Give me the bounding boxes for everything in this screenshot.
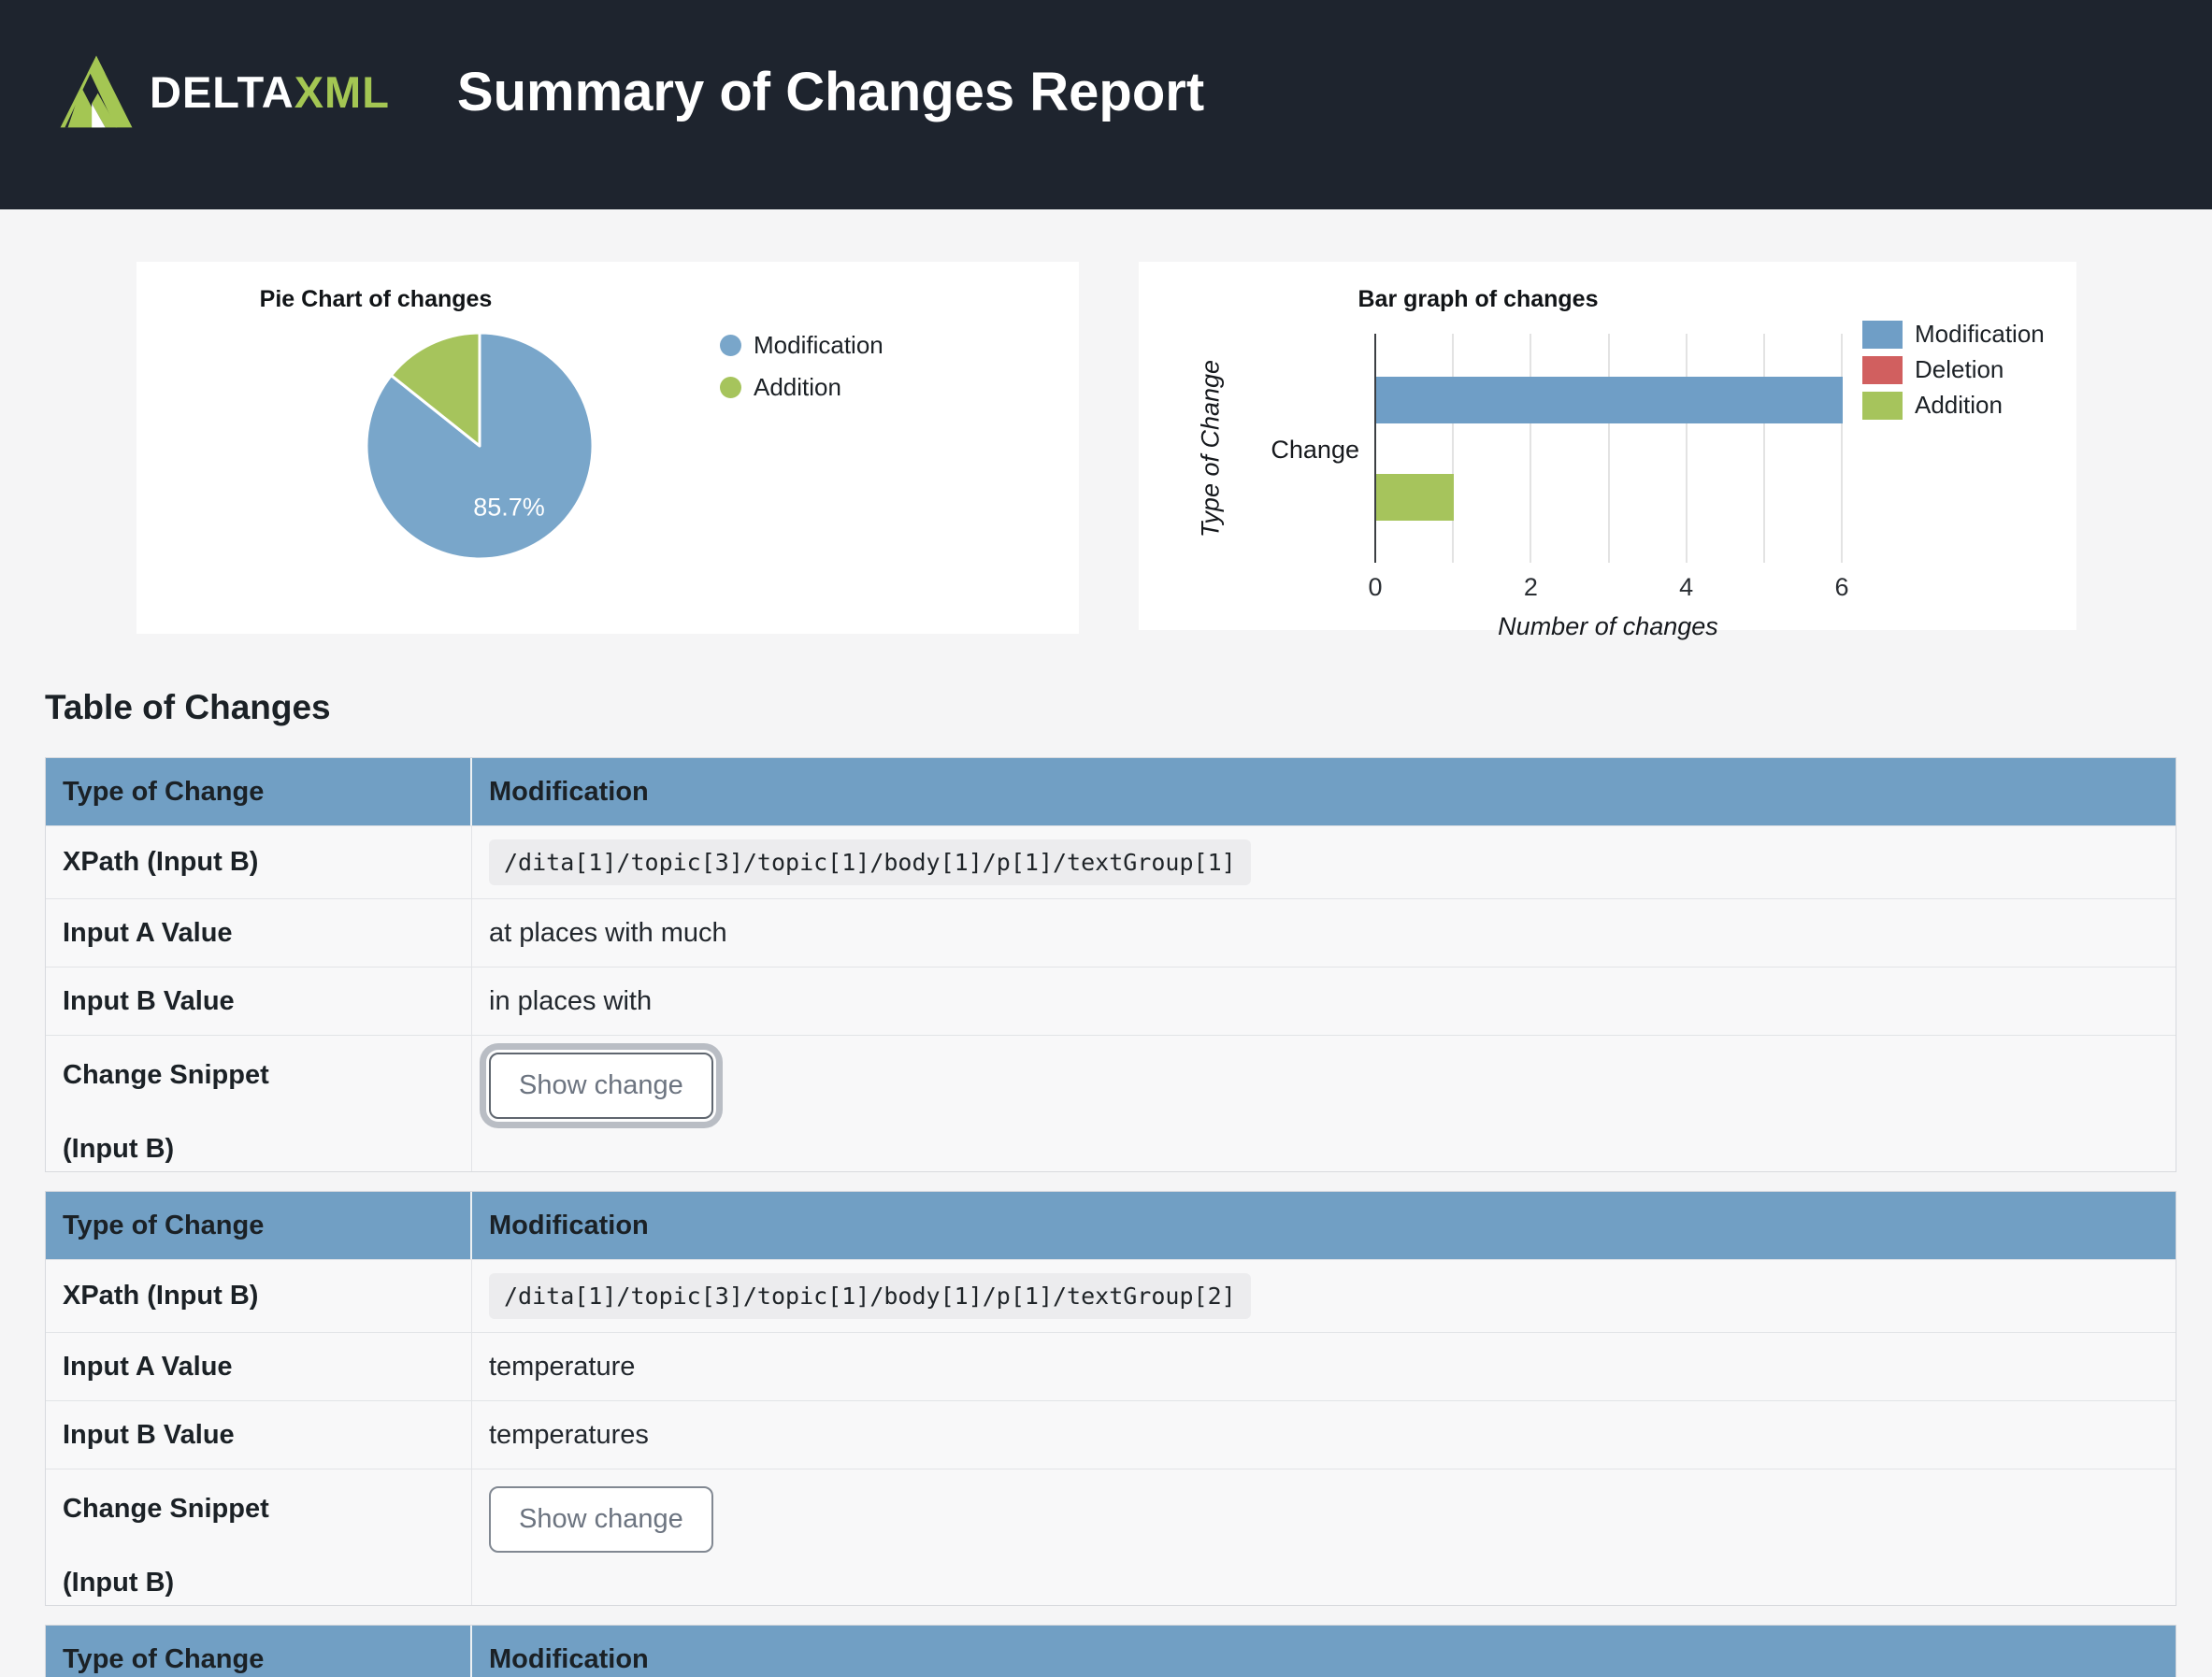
bar-chart-gridline (1841, 334, 1843, 563)
legend-item-label: Addition (1915, 391, 2003, 419)
pie-chart: 85.7% (365, 331, 595, 561)
legend-item-label: Modification (1915, 320, 2045, 348)
bar-chart-y-axis-label: Type of Change (1196, 359, 1225, 538)
bar-chart-x-axis-label: Number of changes (1498, 612, 1718, 640)
change-table: Type of Change Modification (45, 1625, 2176, 1677)
change-table-header-type: Type of Change (46, 1192, 472, 1259)
pie-legend-item-modification: Modification (720, 331, 883, 360)
brand-xml: XML (294, 66, 390, 117)
bar-chart-gridline (1452, 334, 1455, 563)
bar-legend-item-addition: Addition (1862, 391, 2045, 420)
change-table-header-row: Type of Change Modification (46, 1626, 2176, 1677)
bar-modification (1376, 377, 1843, 423)
table-row: XPath (Input B) /dita[1]/topic[3]/topic[1… (46, 825, 2176, 898)
change-table-header-modification: Modification (489, 1210, 649, 1240)
pie-slice-percentage-label: 85.7% (473, 493, 545, 521)
bar-chart-card: Bar graph of changes Type of Change Chan… (1139, 262, 2076, 640)
xpath-value: /dita[1]/topic[3]/topic[1]/body[1]/p[1]/… (489, 839, 1251, 885)
table-row: Change Snippet (Input B) Show change (46, 1469, 2176, 1605)
bar-chart-x-tick-label: 2 (1523, 573, 1538, 601)
brand-delta: DELTA (150, 66, 294, 117)
show-change-button[interactable]: Show change (489, 1053, 713, 1119)
pie-slice-addition (389, 331, 481, 448)
legend-item-label: Addition (754, 373, 841, 401)
row-value: Show change (472, 1469, 2176, 1605)
bar-addition (1376, 474, 1455, 521)
row-label: Input A Value (46, 899, 472, 967)
row-label: XPath (Input B) (46, 1260, 472, 1332)
legend-item-label: Modification (754, 331, 883, 359)
row-label: XPath (Input B) (46, 826, 472, 898)
bar-chart-gridline (1530, 334, 1532, 563)
change-table-header-type: Type of Change (46, 1626, 472, 1677)
row-label: Input A Value (46, 1333, 472, 1400)
bar-legend-item-modification: Modification (1862, 320, 2045, 349)
legend-dot-icon (720, 335, 741, 356)
row-label: Input B Value (46, 968, 472, 1035)
bar-chart-x-tick-label: 4 (1679, 573, 1694, 601)
change-table-header-row: Type of Change Modification (46, 1192, 2176, 1259)
row-value: temperature (489, 1351, 636, 1382)
row-value: temperatures (489, 1419, 649, 1450)
show-change-button[interactable]: Show change (489, 1486, 713, 1553)
change-table-header-row: Type of Change Modification (46, 758, 2176, 825)
table-row: Change Snippet (Input B) Show change (46, 1035, 2176, 1171)
charts-row: Pie Chart of changes 85.7% Modification A… (136, 262, 2212, 640)
bar-chart-y-axis-line (1374, 334, 1376, 563)
brand-wordmark: DELTAXML (150, 66, 390, 118)
row-label: Change Snippet (Input B) (46, 1036, 472, 1171)
row-label-line1: Change Snippet (63, 1060, 269, 1090)
page-title: Summary of Changes Report (456, 61, 1205, 122)
pie-legend-item-addition: Addition (720, 373, 883, 402)
bar-legend-item-deletion: Deletion (1862, 355, 2045, 384)
bar-chart-gridline (1607, 334, 1610, 563)
legend-dot-icon (720, 377, 741, 398)
change-table-header-modification: Modification (489, 1643, 649, 1674)
pie-chart-card: Pie Chart of changes 85.7% Modification A… (136, 262, 1079, 634)
bar-chart-gridline (1762, 334, 1765, 563)
row-label: Input B Value (46, 1401, 472, 1469)
pie-chart-legend: Modification Addition (720, 331, 883, 415)
row-value: /dita[1]/topic[3]/topic[1]/body[1]/p[1]/… (472, 826, 2176, 898)
bar-chart-gridline (1685, 334, 1688, 563)
change-table-header-type: Type of Change (46, 758, 472, 825)
table-of-changes-heading: Table of Changes (45, 688, 331, 726)
change-tables: Type of Change Modification XPath (Input B… (45, 757, 2176, 1677)
legend-swatch-icon (1862, 355, 1903, 384)
legend-swatch-icon (1862, 320, 1903, 349)
table-row: XPath (Input B) /dita[1]/topic[3]/topic[1… (46, 1259, 2176, 1332)
table-row: Input B Value in places with (46, 967, 2176, 1035)
table-row: Input A Value temperature (46, 1332, 2176, 1400)
pie-chart-title: Pie Chart of changes (259, 286, 493, 312)
row-value: /dita[1]/topic[3]/topic[1]/body[1]/p[1]/… (472, 1260, 2176, 1332)
legend-item-label: Deletion (1915, 355, 2004, 383)
legend-swatch-icon (1862, 391, 1903, 420)
table-row: Input B Value temperatures (46, 1400, 2176, 1469)
row-value: Show change (472, 1036, 2176, 1171)
row-value: at places with much (489, 917, 727, 948)
bar-chart-plot-area: Number of changes 0 2 4 6 (1368, 334, 1868, 640)
bar-chart-category-label: Change (1271, 436, 1359, 464)
row-label-line2: (Input B) (63, 1134, 175, 1164)
table-row: Input A Value at places with much (46, 898, 2176, 967)
change-table-header-modification: Modification (489, 776, 649, 807)
top-bar: DELTAXML Summary of Changes Report (0, 0, 2212, 209)
row-label: Change Snippet (Input B) (46, 1469, 472, 1605)
row-label-line1: Change Snippet (63, 1494, 269, 1524)
bar-chart-legend: Modification Deletion Addition (1862, 320, 2045, 426)
bar-chart-x-tick-label: 6 (1834, 573, 1849, 601)
deltaxml-logo-icon (60, 55, 133, 128)
row-label-line2: (Input B) (63, 1568, 175, 1598)
change-table: Type of Change Modification XPath (Input B… (45, 1191, 2176, 1606)
bar-chart-x-tick-label: 0 (1368, 573, 1383, 601)
change-table: Type of Change Modification XPath (Input B… (45, 757, 2176, 1172)
xpath-value: /dita[1]/topic[3]/topic[1]/body[1]/p[1]/… (489, 1273, 1251, 1319)
row-value: in places with (489, 985, 653, 1016)
bar-chart-title: Bar graph of changes (1357, 286, 1599, 312)
